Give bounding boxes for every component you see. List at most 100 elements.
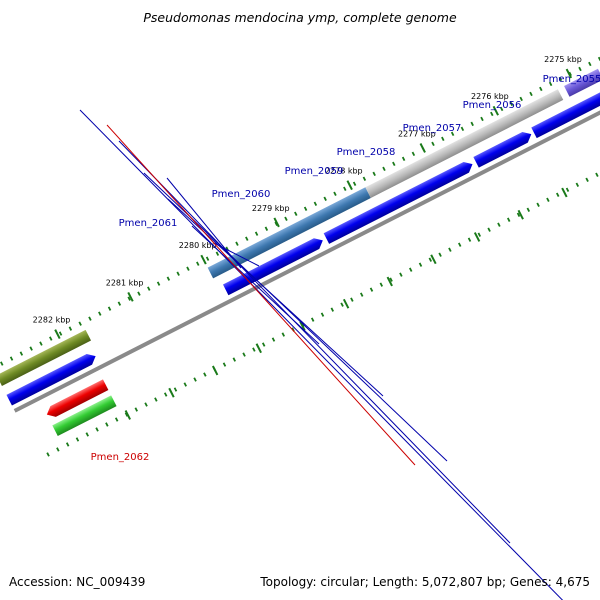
outer-minor-tick	[205, 256, 210, 261]
gene-leader-line	[213, 242, 260, 267]
outer-minor-tick	[539, 86, 543, 92]
scale-tick-label: 2280 kbp	[179, 241, 217, 250]
outer-minor-tick	[68, 326, 73, 331]
inner-minor-tick	[271, 337, 276, 342]
inner-minor-tick	[95, 427, 99, 432]
gene-leader-line	[118, 140, 511, 544]
outer-minor-tick	[470, 121, 474, 127]
outer-minor-tick	[88, 316, 92, 321]
gray-feature-bar	[365, 89, 564, 198]
outer-minor-tick	[352, 181, 357, 186]
outer-minor-tick	[294, 211, 298, 216]
inner-minor-tick	[163, 392, 168, 397]
inner-minor-tick	[65, 442, 70, 447]
cds-arrow	[323, 161, 473, 244]
outer-minor-tick	[107, 306, 112, 311]
genome-summary: Topology: circular; Length: 5,072,807 bp…	[260, 575, 590, 589]
outer-major-tick	[492, 105, 499, 116]
scale-tick-label: 2275 kbp	[544, 55, 582, 64]
inner-minor-tick	[546, 197, 550, 202]
outer-minor-tick	[480, 116, 484, 122]
inner-minor-tick	[575, 182, 580, 187]
outer-minor-tick	[519, 96, 523, 102]
accession-label: Accession: NC_009439	[9, 575, 146, 589]
outer-minor-tick	[303, 206, 308, 211]
inner-major-tick	[342, 298, 350, 309]
cds-arrows	[6, 86, 600, 406]
olive-feature-bar	[0, 329, 92, 386]
outer-minor-tick	[29, 346, 33, 351]
inner-minor-tick	[389, 277, 393, 282]
outer-minor-tick	[127, 296, 131, 301]
inner-minor-tick	[252, 347, 256, 352]
outer-minor-tick	[431, 141, 435, 147]
inner-minor-tick	[448, 247, 452, 252]
cds-arrow	[531, 86, 600, 139]
inner-minor-tick	[56, 447, 60, 452]
outer-major-tick	[200, 254, 207, 265]
gene-leader-line	[106, 124, 416, 466]
inner-minor-tick	[350, 297, 354, 302]
reverse-cds-arrow	[46, 379, 109, 417]
outer-minor-tick	[509, 101, 514, 107]
outer-minor-tick	[215, 251, 220, 256]
outer-minor-tick	[0, 361, 4, 366]
inner-minor-tick	[359, 292, 364, 297]
outer-major-tick	[419, 143, 426, 153]
cds-arrow	[6, 353, 96, 406]
inner-minor-tick	[507, 217, 511, 222]
outer-minor-tick	[78, 321, 82, 326]
outer-minor-tick	[186, 266, 190, 271]
outer-minor-tick	[264, 226, 269, 231]
outer-minor-tick	[9, 356, 14, 361]
inner-minor-tick	[438, 252, 442, 257]
inner-major-tick	[299, 321, 306, 331]
outer-minor-tick	[450, 131, 455, 137]
inner-major-tick	[517, 209, 524, 220]
outer-minor-tick	[166, 276, 171, 281]
inner-minor-tick	[183, 382, 187, 387]
outer-minor-tick	[362, 176, 367, 181]
map-title: Pseudomonas mendocina ymp, complete geno…	[143, 10, 457, 25]
inner-minor-tick	[154, 397, 158, 402]
inner-minor-tick	[242, 352, 246, 357]
outer-minor-tick	[490, 111, 494, 117]
inner-minor-tick	[134, 407, 138, 412]
scale-tick-label: 2276 kbp	[471, 92, 509, 101]
outer-minor-tick	[372, 171, 376, 177]
inner-minor-tick	[477, 232, 482, 237]
outer-minor-tick	[284, 216, 288, 221]
inner-minor-tick	[428, 257, 433, 262]
outer-minor-tick	[313, 201, 318, 206]
outer-major-tick	[127, 291, 134, 302]
inner-minor-tick	[408, 267, 413, 272]
gene-label: Pmen_2062	[91, 452, 150, 463]
outer-minor-tick	[117, 301, 122, 306]
outer-minor-tick	[558, 76, 563, 82]
scale-tick-label: 2278 kbp	[325, 167, 363, 176]
gene-label: Pmen_2055	[543, 74, 600, 85]
outer-minor-tick	[323, 196, 327, 201]
cds-arrow	[473, 131, 532, 168]
inner-minor-tick	[585, 177, 589, 182]
outer-minor-tick	[19, 351, 24, 356]
scale-tick-label: 2277 kbp	[398, 129, 436, 138]
inner-minor-tick	[487, 227, 491, 232]
outer-minor-tick	[392, 161, 396, 167]
outer-minor-tick	[98, 311, 102, 316]
reverse-features	[46, 379, 117, 437]
feature-bars	[0, 68, 600, 386]
backbone-line	[13, 18, 600, 413]
inner-major-tick	[473, 232, 481, 242]
outer-minor-tick	[588, 61, 592, 67]
gene-leader-line	[191, 225, 320, 345]
inner-minor-tick	[261, 342, 266, 347]
inner-tick-ruler	[46, 172, 599, 457]
inner-minor-tick	[75, 437, 80, 442]
inner-minor-tick	[203, 372, 207, 377]
outer-major-tick	[54, 329, 61, 339]
outer-minor-tick	[441, 136, 445, 142]
inner-minor-tick	[379, 282, 384, 287]
